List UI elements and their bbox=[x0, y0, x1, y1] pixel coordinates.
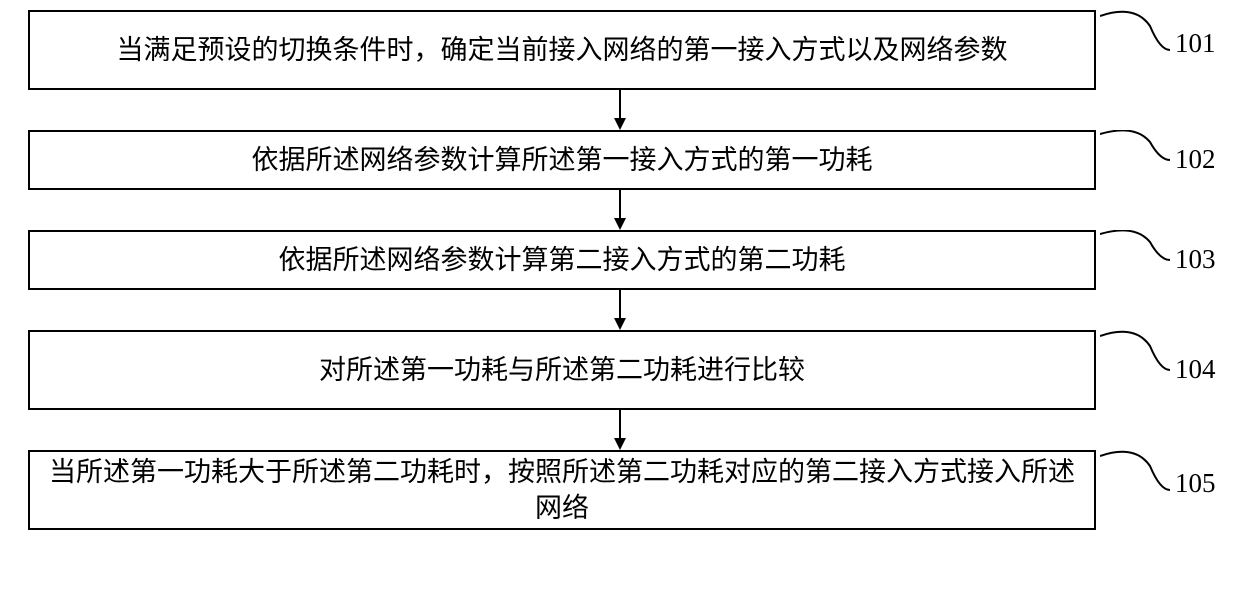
step-text: 依据所述网络参数计算所述第一接入方式的第一功耗 bbox=[252, 142, 873, 178]
brace-102 bbox=[1100, 130, 1170, 170]
flowchart-container: 当满足预设的切换条件时，确定当前接入网络的第一接入方式以及网络参数 101 依据… bbox=[0, 0, 1240, 614]
step-box-102: 依据所述网络参数计算所述第一接入方式的第一功耗 bbox=[28, 130, 1096, 190]
brace-101 bbox=[1100, 10, 1170, 60]
step-box-104: 对所述第一功耗与所述第二功耗进行比较 bbox=[28, 330, 1096, 410]
step-text: 当满足预设的切换条件时，确定当前接入网络的第一接入方式以及网络参数 bbox=[117, 32, 1008, 68]
step-label-103: 103 bbox=[1175, 244, 1216, 275]
brace-104 bbox=[1100, 330, 1170, 380]
step-text: 对所述第一功耗与所述第二功耗进行比较 bbox=[319, 352, 805, 388]
step-text: 当所述第一功耗大于所述第二功耗时，按照所述第二功耗对应的第二接入方式接入所述网络 bbox=[40, 454, 1084, 527]
connector-104-105 bbox=[610, 410, 630, 450]
step-label-104: 104 bbox=[1175, 354, 1216, 385]
step-label-101: 101 bbox=[1175, 28, 1216, 59]
step-label-102: 102 bbox=[1175, 144, 1216, 175]
connector-102-103 bbox=[610, 190, 630, 230]
step-box-105: 当所述第一功耗大于所述第二功耗时，按照所述第二功耗对应的第二接入方式接入所述网络 bbox=[28, 450, 1096, 530]
step-label-105: 105 bbox=[1175, 468, 1216, 499]
brace-103 bbox=[1100, 230, 1170, 270]
step-text: 依据所述网络参数计算第二接入方式的第二功耗 bbox=[279, 242, 846, 278]
connector-101-102 bbox=[610, 90, 630, 130]
brace-105 bbox=[1100, 450, 1170, 500]
step-box-103: 依据所述网络参数计算第二接入方式的第二功耗 bbox=[28, 230, 1096, 290]
connector-103-104 bbox=[610, 290, 630, 330]
step-box-101: 当满足预设的切换条件时，确定当前接入网络的第一接入方式以及网络参数 bbox=[28, 10, 1096, 90]
